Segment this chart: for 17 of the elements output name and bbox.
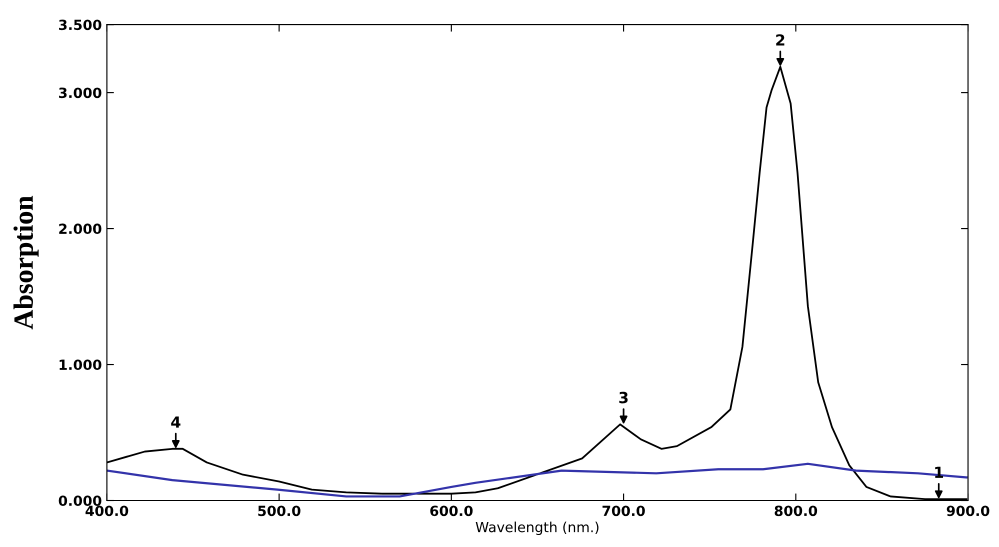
y-tick-label: 0.000 — [58, 495, 102, 506]
annotation: 4 — [171, 416, 180, 428]
y-tick-label: 1.000 — [60, 360, 102, 370]
x-tick-label: 500.0 — [258, 506, 300, 516]
x-tick-label: 900.0 — [946, 506, 990, 516]
annotation: 2 — [776, 34, 784, 46]
x-tick-label: 800.0 — [774, 506, 818, 516]
y-tick-label: 3.000 — [59, 88, 102, 98]
y-axis-title: Absorption — [13, 196, 39, 330]
x-tick-label: 700.0 — [602, 506, 645, 516]
y-tick-label: 3.500 — [59, 20, 102, 30]
x-axis-title: Wavelength (nm.) — [476, 522, 598, 536]
x-tick-label: 400.0 — [86, 506, 128, 516]
line-series — [106, 462, 968, 498]
x-tick-label: 600.0 — [430, 506, 473, 516]
y-tick-label: 2.000 — [59, 224, 102, 234]
annotation: 3 — [619, 392, 628, 404]
